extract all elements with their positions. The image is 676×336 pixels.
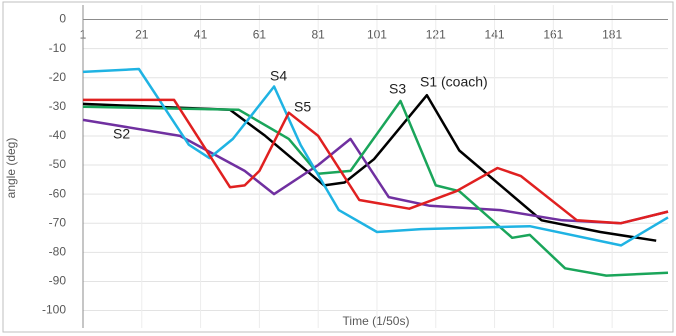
y-tick-label: -80 [49,245,67,259]
y-tick-label: -30 [49,99,67,113]
data-line [82,67,669,247]
annotation: S5 [294,99,311,115]
annotation: S4 [270,68,287,84]
y-tick-label: -50 [49,157,67,171]
data-line [82,118,669,225]
y-tick-label: -20 [49,70,67,84]
y-tick-label: -90 [49,274,67,288]
y-tick-label: -40 [49,128,67,142]
data-line [82,99,669,277]
annotation: S2 [113,126,130,142]
data-line [82,93,657,242]
y-tick-label: -60 [49,186,67,200]
y-tick-label: -10 [49,41,67,55]
y-tick-label: -70 [49,215,67,229]
annotation: S1 (coach) [420,74,488,90]
annotation: S3 [389,81,406,97]
x-axis-title: Time (1/50s) [343,314,410,328]
y-tick-label: -100 [42,303,66,317]
data-line [83,98,669,225]
y-tick-label: 0 [59,12,66,26]
y-axis-title: angle (deg) [4,138,18,199]
